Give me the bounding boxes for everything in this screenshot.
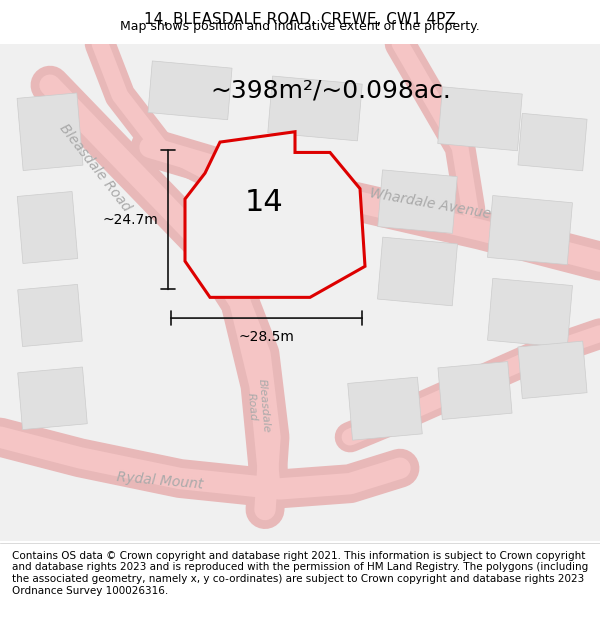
Text: 14: 14 xyxy=(244,188,283,218)
Bar xyxy=(378,170,457,233)
Bar xyxy=(268,76,362,141)
Bar xyxy=(488,196,572,264)
Text: Bleasdale
Road: Bleasdale Road xyxy=(245,378,271,434)
Bar xyxy=(438,362,512,419)
Bar xyxy=(148,61,232,120)
Text: Rydal Mount: Rydal Mount xyxy=(116,470,204,491)
Bar xyxy=(377,237,457,306)
Text: Whardale Avenue: Whardale Avenue xyxy=(368,187,492,222)
Text: Map shows position and indicative extent of the property.: Map shows position and indicative extent… xyxy=(120,20,480,32)
Bar xyxy=(18,284,82,346)
Bar xyxy=(18,367,87,429)
Text: ~24.7m: ~24.7m xyxy=(102,213,158,227)
Text: Bleasdale Road: Bleasdale Road xyxy=(56,121,133,214)
Bar xyxy=(518,341,587,399)
Bar xyxy=(17,93,83,171)
Bar xyxy=(488,278,572,348)
Text: ~28.5m: ~28.5m xyxy=(239,331,295,344)
Bar xyxy=(17,191,78,264)
Text: 14, BLEASDALE ROAD, CREWE, CW1 4PZ: 14, BLEASDALE ROAD, CREWE, CW1 4PZ xyxy=(144,12,456,28)
Bar xyxy=(348,377,422,440)
Bar xyxy=(438,87,522,151)
Text: Contains OS data © Crown copyright and database right 2021. This information is : Contains OS data © Crown copyright and d… xyxy=(12,551,588,596)
Text: ~398m²/~0.098ac.: ~398m²/~0.098ac. xyxy=(210,78,451,102)
Bar xyxy=(518,113,587,171)
Polygon shape xyxy=(185,132,365,298)
